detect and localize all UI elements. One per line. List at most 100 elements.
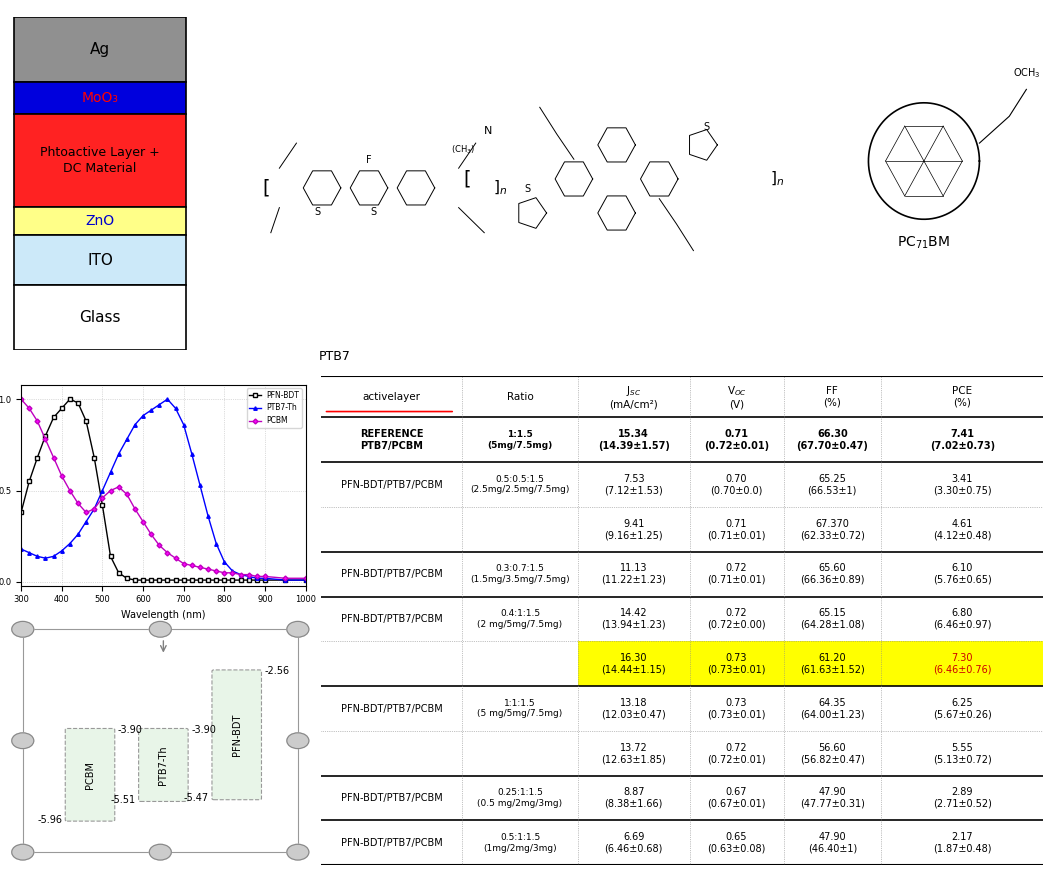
PTB7-Th xyxy=(47,551,60,562)
PTB7-Th xyxy=(201,511,214,522)
Bar xyxy=(14,207,187,235)
Text: 3.41
(3.30±0.75): 3.41 (3.30±0.75) xyxy=(933,474,992,496)
Text: V$_{OC}$
(V): V$_{OC}$ (V) xyxy=(726,384,746,409)
PCBM xyxy=(170,553,182,564)
PFN-BDT xyxy=(153,575,165,586)
PCBM xyxy=(137,517,150,527)
Text: 0.65
(0.63±0.08): 0.65 (0.63±0.08) xyxy=(707,832,766,854)
Text: ]$_n$: ]$_n$ xyxy=(770,170,784,188)
PTB7-Th xyxy=(23,547,36,558)
Text: 8.87
(8.38±1.66): 8.87 (8.38±1.66) xyxy=(605,787,663,808)
PFN-BDT xyxy=(242,575,255,586)
X-axis label: Wavelength (nm): Wavelength (nm) xyxy=(121,610,206,620)
PFN-BDT xyxy=(104,551,117,562)
PCBM xyxy=(63,485,76,496)
Text: REFERENCE
PTB7/PCBM: REFERENCE PTB7/PCBM xyxy=(360,429,424,451)
PFN-BDT xyxy=(87,453,100,463)
Text: 14.42
(13.94±1.23): 14.42 (13.94±1.23) xyxy=(602,608,666,630)
Text: 0.71
(0.72±0.01): 0.71 (0.72±0.01) xyxy=(704,429,769,451)
PCBM xyxy=(104,485,117,496)
Text: 0.72
(0.72±0.01): 0.72 (0.72±0.01) xyxy=(707,743,766,764)
PFN-BDT xyxy=(31,453,43,463)
Bar xyxy=(14,82,187,114)
Text: 7.41
(7.02±0.73): 7.41 (7.02±0.73) xyxy=(930,429,995,451)
Text: 0.72
(0.72±0.00): 0.72 (0.72±0.00) xyxy=(707,608,766,630)
PFN-BDT xyxy=(120,573,133,584)
Circle shape xyxy=(150,621,172,637)
PCBM xyxy=(23,403,36,413)
Text: 7.30
(6.46±0.76): 7.30 (6.46±0.76) xyxy=(933,653,992,675)
Line: PCBM: PCBM xyxy=(19,398,308,580)
Circle shape xyxy=(12,732,34,748)
Polygon shape xyxy=(868,103,979,219)
Text: 0.73
(0.73±0.01): 0.73 (0.73±0.01) xyxy=(707,653,766,675)
Text: 0.72
(0.71±0.01): 0.72 (0.71±0.01) xyxy=(707,564,766,585)
PTB7-Th xyxy=(194,480,207,490)
PFN-BDT xyxy=(129,575,141,586)
PCBM xyxy=(39,434,52,445)
Text: S: S xyxy=(703,121,709,132)
PFN-BDT xyxy=(137,575,150,586)
Text: 66.30
(67.70±0.47): 66.30 (67.70±0.47) xyxy=(797,429,868,451)
Text: 0.73
(0.73±0.01): 0.73 (0.73±0.01) xyxy=(707,697,766,719)
FancyBboxPatch shape xyxy=(212,670,261,800)
Bar xyxy=(578,642,1043,686)
Text: OCH$_3$: OCH$_3$ xyxy=(1013,66,1040,80)
Text: 11.13
(11.22±1.23): 11.13 (11.22±1.23) xyxy=(601,564,666,585)
Text: 0.5:0.5:1.5
(2.5mg/2.5mg/7.5mg): 0.5:0.5:1.5 (2.5mg/2.5mg/7.5mg) xyxy=(470,475,570,495)
PTB7-Th xyxy=(120,434,133,445)
PFN-BDT xyxy=(218,575,231,586)
Text: 61.20
(61.63±1.52): 61.20 (61.63±1.52) xyxy=(800,653,864,675)
Text: Phtoactive Layer +
DC Material: Phtoactive Layer + DC Material xyxy=(40,146,160,175)
Circle shape xyxy=(287,621,309,637)
PCBM xyxy=(80,507,93,517)
Text: 6.10
(5.76±0.65): 6.10 (5.76±0.65) xyxy=(933,564,992,585)
PCBM xyxy=(279,573,292,584)
Text: 56.60
(56.82±0.47): 56.60 (56.82±0.47) xyxy=(800,743,864,764)
PFN-BDT xyxy=(258,575,271,586)
Text: PTB7: PTB7 xyxy=(319,350,351,363)
Text: 0.4:1:1.5
(2 mg/5mg/7.5mg): 0.4:1:1.5 (2 mg/5mg/7.5mg) xyxy=(477,609,563,628)
Text: PFN-BDT/PTB7/PCBM: PFN-BDT/PTB7/PCBM xyxy=(341,704,443,713)
PFN-BDT xyxy=(227,575,239,586)
PFN-BDT xyxy=(186,575,198,586)
PCBM xyxy=(201,564,214,574)
PFN-BDT xyxy=(177,575,190,586)
Circle shape xyxy=(287,844,309,860)
Bar xyxy=(14,114,187,207)
Text: -2.56: -2.56 xyxy=(265,666,290,676)
PTB7-Th xyxy=(299,575,312,586)
Text: 4.61
(4.12±0.48): 4.61 (4.12±0.48) xyxy=(933,518,992,540)
PCBM xyxy=(96,493,109,503)
Text: 9.41
(9.16±1.25): 9.41 (9.16±1.25) xyxy=(604,518,663,540)
Text: 65.25
(66.53±1): 65.25 (66.53±1) xyxy=(807,474,857,496)
PCBM xyxy=(258,572,271,582)
Text: PCE
(%): PCE (%) xyxy=(952,385,972,407)
FancyBboxPatch shape xyxy=(65,729,115,822)
Circle shape xyxy=(12,621,34,637)
PTB7-Th xyxy=(104,467,117,477)
Circle shape xyxy=(150,844,172,860)
PFN-BDT xyxy=(56,403,69,413)
Text: PC$_{71}$BM: PC$_{71}$BM xyxy=(897,234,951,251)
PTB7-Th xyxy=(63,538,76,549)
Text: 2.17
(1.87±0.48): 2.17 (1.87±0.48) xyxy=(933,832,992,854)
PFN-BDT xyxy=(144,575,157,586)
PFN-BDT xyxy=(23,476,36,487)
Circle shape xyxy=(12,844,34,860)
PFN-BDT xyxy=(170,575,182,586)
PCBM xyxy=(72,498,84,509)
Text: 0.71
(0.71±0.01): 0.71 (0.71±0.01) xyxy=(707,518,766,540)
Text: PFN-BDT/PTB7/PCBM: PFN-BDT/PTB7/PCBM xyxy=(341,480,443,489)
PFN-BDT xyxy=(201,575,214,586)
PCBM xyxy=(161,547,174,558)
PCBM xyxy=(31,416,43,427)
PTB7-Th xyxy=(137,411,150,421)
Text: S: S xyxy=(370,207,376,217)
Text: 2.89
(2.71±0.52): 2.89 (2.71±0.52) xyxy=(933,787,992,808)
Text: activelayer: activelayer xyxy=(363,392,421,402)
Text: PFN-BDT/PTB7/PCBM: PFN-BDT/PTB7/PCBM xyxy=(341,838,443,848)
Text: Ag: Ag xyxy=(90,42,111,57)
Text: 65.60
(66.36±0.89): 65.60 (66.36±0.89) xyxy=(800,564,864,585)
PTB7-Th xyxy=(72,529,84,539)
